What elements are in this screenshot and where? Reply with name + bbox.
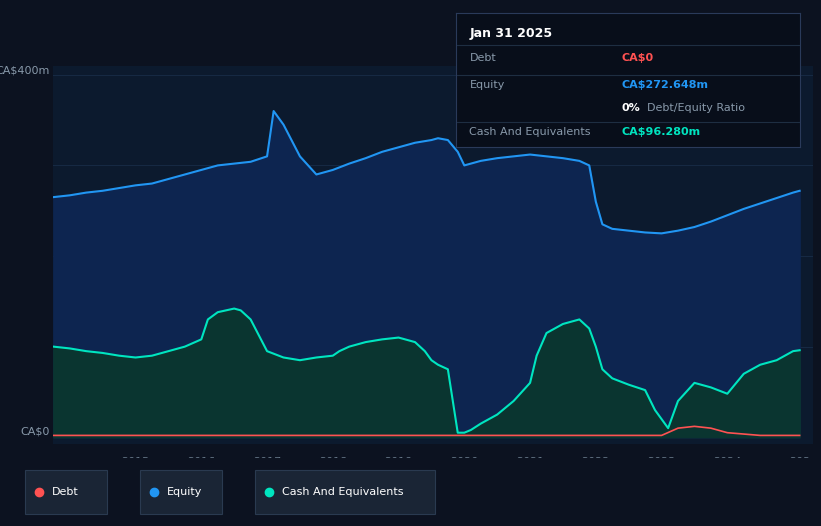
Text: 2015: 2015 [122,457,149,467]
Text: Equity: Equity [167,487,202,497]
Text: Debt: Debt [52,487,79,497]
FancyBboxPatch shape [140,470,222,514]
Text: Cash And Equivalents: Cash And Equivalents [282,487,403,497]
Text: 202: 202 [789,457,810,467]
Text: 2024: 2024 [713,457,741,467]
Text: 2018: 2018 [319,457,347,467]
Text: 2016: 2016 [187,457,215,467]
Text: Equity: Equity [470,80,505,90]
Text: CA$400m: CA$400m [0,66,49,76]
Text: CA$272.648m: CA$272.648m [621,80,709,90]
Text: 2017: 2017 [253,457,281,467]
Text: 2020: 2020 [450,457,479,467]
Text: 2019: 2019 [384,457,413,467]
Text: Jan 31 2025: Jan 31 2025 [470,26,553,39]
Text: Debt/Equity Ratio: Debt/Equity Ratio [647,103,745,113]
FancyBboxPatch shape [255,470,435,514]
FancyBboxPatch shape [25,470,107,514]
Text: 2023: 2023 [648,457,676,467]
Text: 0%: 0% [621,103,640,113]
Text: 2022: 2022 [581,457,610,467]
Text: Cash And Equivalents: Cash And Equivalents [470,127,591,137]
Text: CA$0: CA$0 [21,427,49,437]
Text: CA$96.280m: CA$96.280m [621,127,700,137]
Text: 2021: 2021 [516,457,544,467]
Text: Debt: Debt [470,54,496,64]
Text: CA$0: CA$0 [621,54,654,64]
